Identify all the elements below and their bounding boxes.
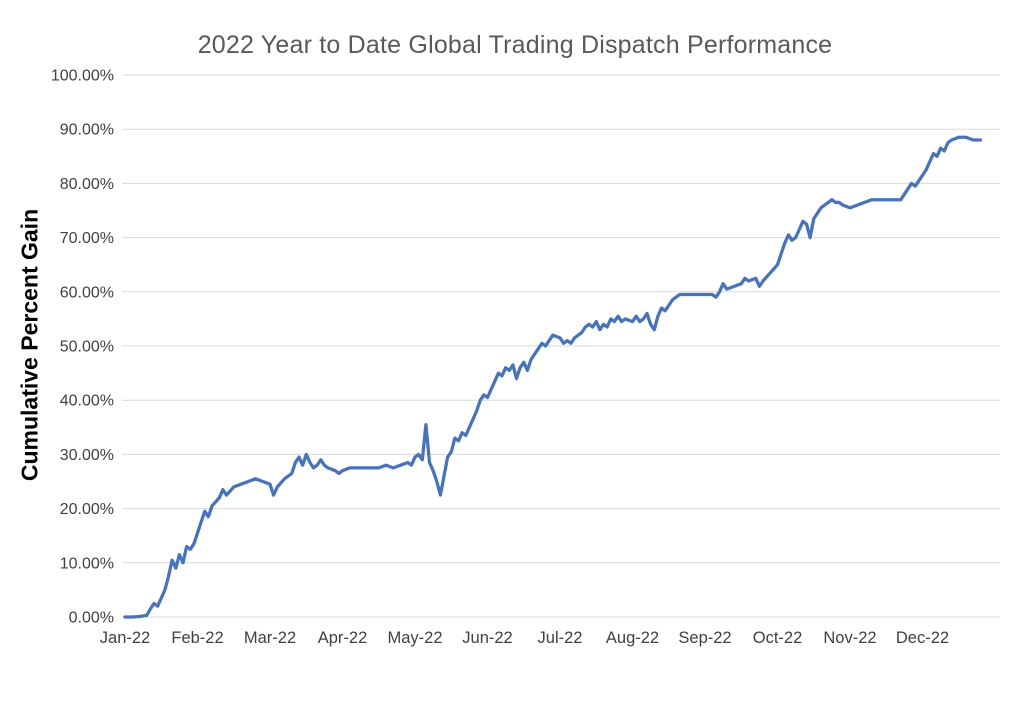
y-tick-label: 100.00% [51,68,114,85]
x-tick-label: Feb-22 [171,629,223,647]
x-tick-label: Dec-22 [896,629,949,647]
x-tick-label: Aug-22 [606,629,659,647]
y-tick-label: 40.00% [60,393,114,410]
y-tick-label: 10.00% [60,555,114,572]
x-tick-label: Oct-22 [753,629,803,647]
y-tick-label: 80.00% [60,176,114,193]
x-tick-label: Jun-22 [462,629,512,647]
y-tick-label: 60.00% [60,284,114,301]
performance-line [123,135,983,619]
x-tick-label: Jul-22 [538,629,583,647]
y-tick-label: 20.00% [60,501,114,518]
y-tick-label: 0.00% [69,610,114,627]
x-tick-label: Nov-22 [823,629,876,647]
chart-title: 2022 Year to Date Global Trading Dispatc… [197,31,833,59]
y-tick-label: 70.00% [60,230,114,247]
x-tick-label: May-22 [387,629,442,647]
x-tick-label: Apr-22 [318,629,368,647]
y-tick-label: 30.00% [60,447,114,464]
y-tick-label: 90.00% [60,122,114,139]
y-tick-label: 50.00% [60,339,114,356]
x-tick-label: Jan-22 [100,629,150,647]
x-tick-label: Sep-22 [678,629,731,647]
x-tick-label: Mar-22 [244,629,296,647]
